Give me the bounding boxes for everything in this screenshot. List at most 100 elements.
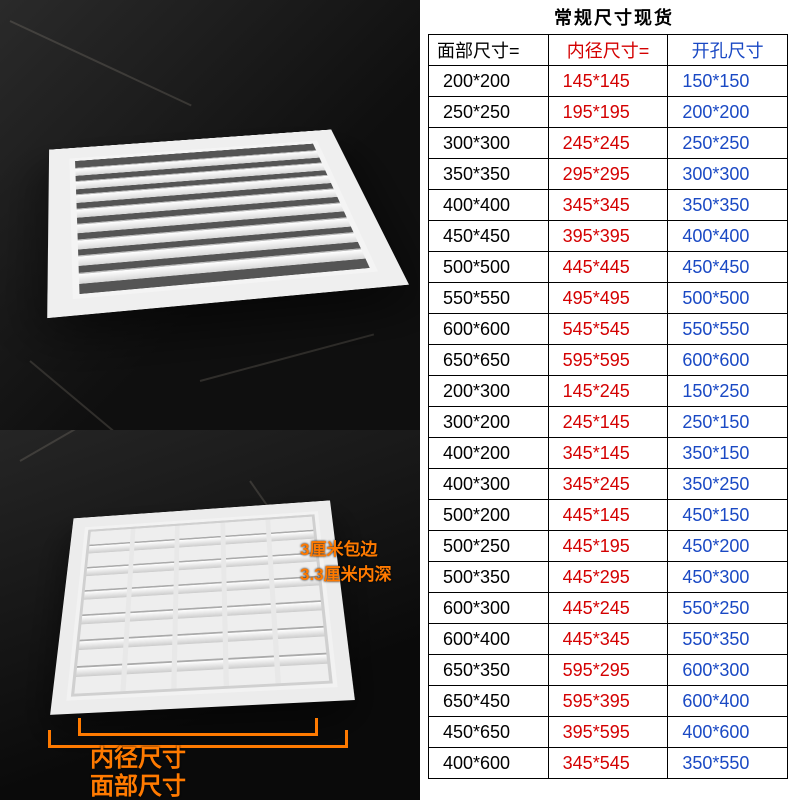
cell-inner: 395*395: [548, 221, 668, 252]
table-row: 400*400345*345350*350: [429, 190, 788, 221]
cell-inner: 445*445: [548, 252, 668, 283]
cell-face: 350*350: [429, 159, 549, 190]
cell-face: 650*450: [429, 686, 549, 717]
table-row: 550*550495*495500*500: [429, 283, 788, 314]
cell-face: 650*650: [429, 345, 549, 376]
top-product-photo: [0, 0, 420, 430]
cell-hole: 450*200: [668, 531, 788, 562]
cell-inner: 445*345: [548, 624, 668, 655]
cell-inner: 395*595: [548, 717, 668, 748]
table-title: 常规尺寸现货: [428, 4, 800, 30]
cell-face: 650*350: [429, 655, 549, 686]
cell-face: 300*300: [429, 128, 549, 159]
cell-inner: 345*545: [548, 748, 668, 779]
cell-face: 400*400: [429, 190, 549, 221]
cell-face: 600*300: [429, 593, 549, 624]
table-row: 300*200245*145250*150: [429, 407, 788, 438]
cell-hole: 250*250: [668, 128, 788, 159]
table-row: 200*200145*145150*150: [429, 66, 788, 97]
cell-hole: 400*600: [668, 717, 788, 748]
size-table-panel: 常规尺寸现货 面部尺寸= 内径尺寸= 开孔尺寸 200*200145*14515…: [420, 0, 800, 800]
table-row: 600*300445*245550*250: [429, 593, 788, 624]
cell-face: 400*600: [429, 748, 549, 779]
cell-hole: 350*550: [668, 748, 788, 779]
cell-inner: 245*145: [548, 407, 668, 438]
cell-face: 400*200: [429, 438, 549, 469]
table-row: 500*350445*295450*300: [429, 562, 788, 593]
cell-inner: 345*345: [548, 190, 668, 221]
cell-inner: 445*195: [548, 531, 668, 562]
table-row: 450*450395*395400*400: [429, 221, 788, 252]
table-row: 600*600545*545550*550: [429, 314, 788, 345]
cell-inner: 595*395: [548, 686, 668, 717]
table-row: 650*650595*595600*600: [429, 345, 788, 376]
table-row: 650*350595*295600*300: [429, 655, 788, 686]
cell-hole: 600*600: [668, 345, 788, 376]
table-row: 350*350295*295300*300: [429, 159, 788, 190]
cell-hole: 550*550: [668, 314, 788, 345]
cell-inner: 545*545: [548, 314, 668, 345]
cell-face: 500*500: [429, 252, 549, 283]
cell-hole: 350*150: [668, 438, 788, 469]
size-table: 面部尺寸= 内径尺寸= 开孔尺寸 200*200145*145150*15025…: [428, 34, 788, 779]
cell-inner: 245*245: [548, 128, 668, 159]
cell-inner: 495*495: [548, 283, 668, 314]
cell-face: 200*200: [429, 66, 549, 97]
cell-hole: 450*450: [668, 252, 788, 283]
vent-grille-top: [47, 129, 409, 318]
cell-hole: 200*200: [668, 97, 788, 128]
cell-face: 500*250: [429, 531, 549, 562]
cell-face: 450*450: [429, 221, 549, 252]
cell-hole: 450*300: [668, 562, 788, 593]
col-hole-header: 开孔尺寸: [668, 35, 788, 66]
cell-inner: 295*295: [548, 159, 668, 190]
cell-inner: 145*245: [548, 376, 668, 407]
cell-hole: 250*150: [668, 407, 788, 438]
cell-face: 450*650: [429, 717, 549, 748]
cell-hole: 350*350: [668, 190, 788, 221]
table-header-row: 面部尺寸= 内径尺寸= 开孔尺寸: [429, 35, 788, 66]
cell-hole: 300*300: [668, 159, 788, 190]
cell-face: 250*250: [429, 97, 549, 128]
cell-inner: 445*145: [548, 500, 668, 531]
face-dim-label: 面部尺寸: [90, 766, 186, 800]
edge-depth-note: 3厘米包边 3.3厘米内深: [300, 535, 392, 585]
cell-face: 600*400: [429, 624, 549, 655]
cell-face: 600*600: [429, 314, 549, 345]
table-row: 400*600345*545350*550: [429, 748, 788, 779]
cell-face: 500*350: [429, 562, 549, 593]
table-row: 600*400445*345550*350: [429, 624, 788, 655]
table-row: 400*200345*145350*150: [429, 438, 788, 469]
left-photo-panel: 3厘米包边 3.3厘米内深 内径尺寸 面部尺寸: [0, 0, 420, 800]
col-face-header: 面部尺寸=: [429, 35, 549, 66]
table-row: 200*300145*245150*250: [429, 376, 788, 407]
vent-grille-bottom: [50, 500, 355, 714]
cell-inner: 445*245: [548, 593, 668, 624]
cell-hole: 150*150: [668, 66, 788, 97]
table-row: 250*250195*195200*200: [429, 97, 788, 128]
cell-inner: 345*145: [548, 438, 668, 469]
cell-face: 400*300: [429, 469, 549, 500]
cell-hole: 550*350: [668, 624, 788, 655]
cell-face: 300*200: [429, 407, 549, 438]
table-row: 450*650395*595400*600: [429, 717, 788, 748]
cell-inner: 595*595: [548, 345, 668, 376]
cell-face: 500*200: [429, 500, 549, 531]
cell-hole: 350*250: [668, 469, 788, 500]
table-row: 300*300245*245250*250: [429, 128, 788, 159]
table-row: 500*250445*195450*200: [429, 531, 788, 562]
cell-hole: 150*250: [668, 376, 788, 407]
cell-hole: 550*250: [668, 593, 788, 624]
cell-inner: 595*295: [548, 655, 668, 686]
edge-note-2: 3.3厘米内深: [300, 560, 392, 585]
cell-inner: 145*145: [548, 66, 668, 97]
cell-hole: 600*300: [668, 655, 788, 686]
table-row: 500*200445*145450*150: [429, 500, 788, 531]
cell-hole: 600*400: [668, 686, 788, 717]
cell-hole: 400*400: [668, 221, 788, 252]
cell-inner: 195*195: [548, 97, 668, 128]
table-row: 400*300345*245350*250: [429, 469, 788, 500]
cell-inner: 345*245: [548, 469, 668, 500]
bottom-product-photo: 3厘米包边 3.3厘米内深 内径尺寸 面部尺寸: [0, 430, 420, 800]
cell-face: 200*300: [429, 376, 549, 407]
